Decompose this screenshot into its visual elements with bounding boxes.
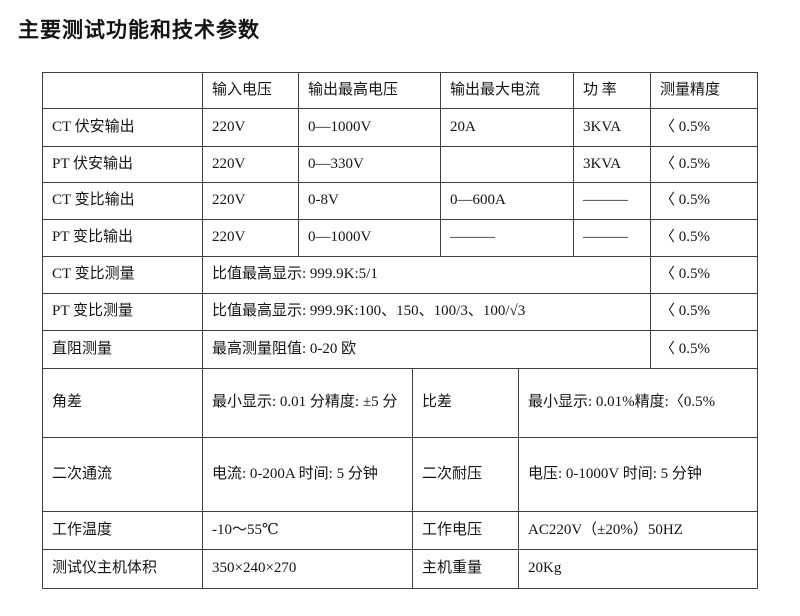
cell-power: ———: [573, 219, 651, 257]
row-label: 主机重量: [412, 549, 519, 589]
header-cell-power: 功 率: [573, 72, 651, 109]
cell-value: -10～55℃: [202, 511, 413, 550]
cell-measure-value: 比值最高显示: 999.9K:5/1: [202, 256, 651, 294]
cell-value: 20Kg: [518, 549, 758, 589]
cell-accuracy: 〈 0.5%: [650, 293, 758, 331]
cell-value: 最小显示: 0.01%精度:〈0.5%: [518, 368, 758, 438]
cell-power: 3KVA: [573, 146, 651, 183]
header-cell-max-output-current: 输出最大电流: [440, 72, 574, 109]
table-row-angle-error: 角差 最小显示: 0.01 分精度: ±5 分 比差 最小显示: 0.01%精度…: [42, 368, 758, 438]
row-label: 二次耐压: [412, 437, 519, 512]
cell-value: 电压: 0-1000V 时间: 5 分钟: [518, 437, 758, 512]
table-row-working-temperature: 工作温度 -10～55℃ 工作电压 AC220V（±20%）50HZ: [42, 511, 758, 550]
header-cell-accuracy: 测量精度: [650, 72, 758, 109]
cell-accuracy: 〈 0.5%: [650, 108, 758, 147]
table-row-pt-ratio-output: PT 变比输出 220V 0—1000V ——— ——— 〈 0.5%: [42, 219, 758, 257]
cell-input-voltage: 220V: [202, 182, 299, 220]
row-label: 比差: [412, 368, 519, 438]
row-label: PT 变比输出: [42, 219, 203, 257]
cell-measure-value: 比值最高显示: 999.9K:100、150、100/3、100/√3: [202, 293, 651, 331]
table-row-resistance-measure: 直阻测量 最高测量阻值: 0-20 欧 〈 0.5%: [42, 330, 758, 369]
header-cell-input-voltage: 输入电压: [202, 72, 299, 109]
cell-max-output-voltage: 0—330V: [298, 146, 441, 183]
row-label: CT 变比测量: [42, 256, 203, 294]
row-label: CT 变比输出: [42, 182, 203, 220]
table-row-host-dimensions: 测试仪主机体积 350×240×270 主机重量 20Kg: [42, 549, 758, 589]
spec-table: 输入电压 输出最高电压 输出最大电流 功 率 测量精度 CT 伏安输出 220V…: [42, 72, 758, 589]
cell-accuracy: 〈 0.5%: [650, 146, 758, 183]
cell-input-voltage: 220V: [202, 108, 299, 147]
table-row-pt-ratio-measure: PT 变比测量 比值最高显示: 999.9K:100、150、100/3、100…: [42, 293, 758, 331]
row-label: PT 变比测量: [42, 293, 203, 331]
cell-max-output-voltage: 0—1000V: [298, 219, 441, 257]
table-header-row: 输入电压 输出最高电压 输出最大电流 功 率 测量精度: [42, 72, 758, 109]
table-row-ct-va-output: CT 伏安输出 220V 0—1000V 20A 3KVA 〈 0.5%: [42, 108, 758, 147]
row-label: 工作温度: [42, 511, 203, 550]
cell-power: ———: [573, 182, 651, 220]
table-row-ct-ratio-output: CT 变比输出 220V 0-8V 0—600A ——— 〈 0.5%: [42, 182, 758, 220]
spec-table-top: 输入电压 输出最高电压 输出最大电流 功 率 测量精度 CT 伏安输出 220V…: [42, 72, 758, 369]
cell-input-voltage: 220V: [202, 146, 299, 183]
cell-max-output-voltage: 0—1000V: [298, 108, 441, 147]
cell-max-output-current: [440, 146, 574, 183]
table-row-ct-ratio-measure: CT 变比测量 比值最高显示: 999.9K:5/1 〈 0.5%: [42, 256, 758, 294]
table-row-pt-va-output: PT 伏安输出 220V 0—330V 3KVA 〈 0.5%: [42, 146, 758, 183]
cell-input-voltage: 220V: [202, 219, 299, 257]
cell-max-output-voltage: 0-8V: [298, 182, 441, 220]
cell-accuracy: 〈 0.5%: [650, 330, 758, 369]
row-label: 二次通流: [42, 437, 203, 512]
cell-power: 3KVA: [573, 108, 651, 147]
spec-table-bottom: 角差 最小显示: 0.01 分精度: ±5 分 比差 最小显示: 0.01%精度…: [42, 368, 758, 589]
header-cell-blank: [42, 72, 203, 109]
cell-accuracy: 〈 0.5%: [650, 219, 758, 257]
row-label: 测试仪主机体积: [42, 549, 203, 589]
cell-value: 最小显示: 0.01 分精度: ±5 分: [202, 368, 413, 438]
cell-max-output-current: ———: [440, 219, 574, 257]
cell-accuracy: 〈 0.5%: [650, 182, 758, 220]
row-label: CT 伏安输出: [42, 108, 203, 147]
cell-value: AC220V（±20%）50HZ: [518, 511, 758, 550]
page-title: 主要测试功能和技术参数: [18, 18, 260, 42]
cell-value: 350×240×270: [202, 549, 413, 589]
cell-max-output-current: 20A: [440, 108, 574, 147]
cell-accuracy: 〈 0.5%: [650, 256, 758, 294]
row-label: 角差: [42, 368, 203, 438]
cell-value: 电流: 0-200A 时间: 5 分钟: [202, 437, 413, 512]
cell-max-output-current: 0—600A: [440, 182, 574, 220]
cell-measure-value: 最高测量阻值: 0-20 欧: [202, 330, 651, 369]
row-label: 直阻测量: [42, 330, 203, 369]
row-label: 工作电压: [412, 511, 519, 550]
row-label: PT 伏安输出: [42, 146, 203, 183]
header-cell-max-output-voltage: 输出最高电压: [298, 72, 441, 109]
table-row-secondary-current: 二次通流 电流: 0-200A 时间: 5 分钟 二次耐压 电压: 0-1000…: [42, 437, 758, 512]
